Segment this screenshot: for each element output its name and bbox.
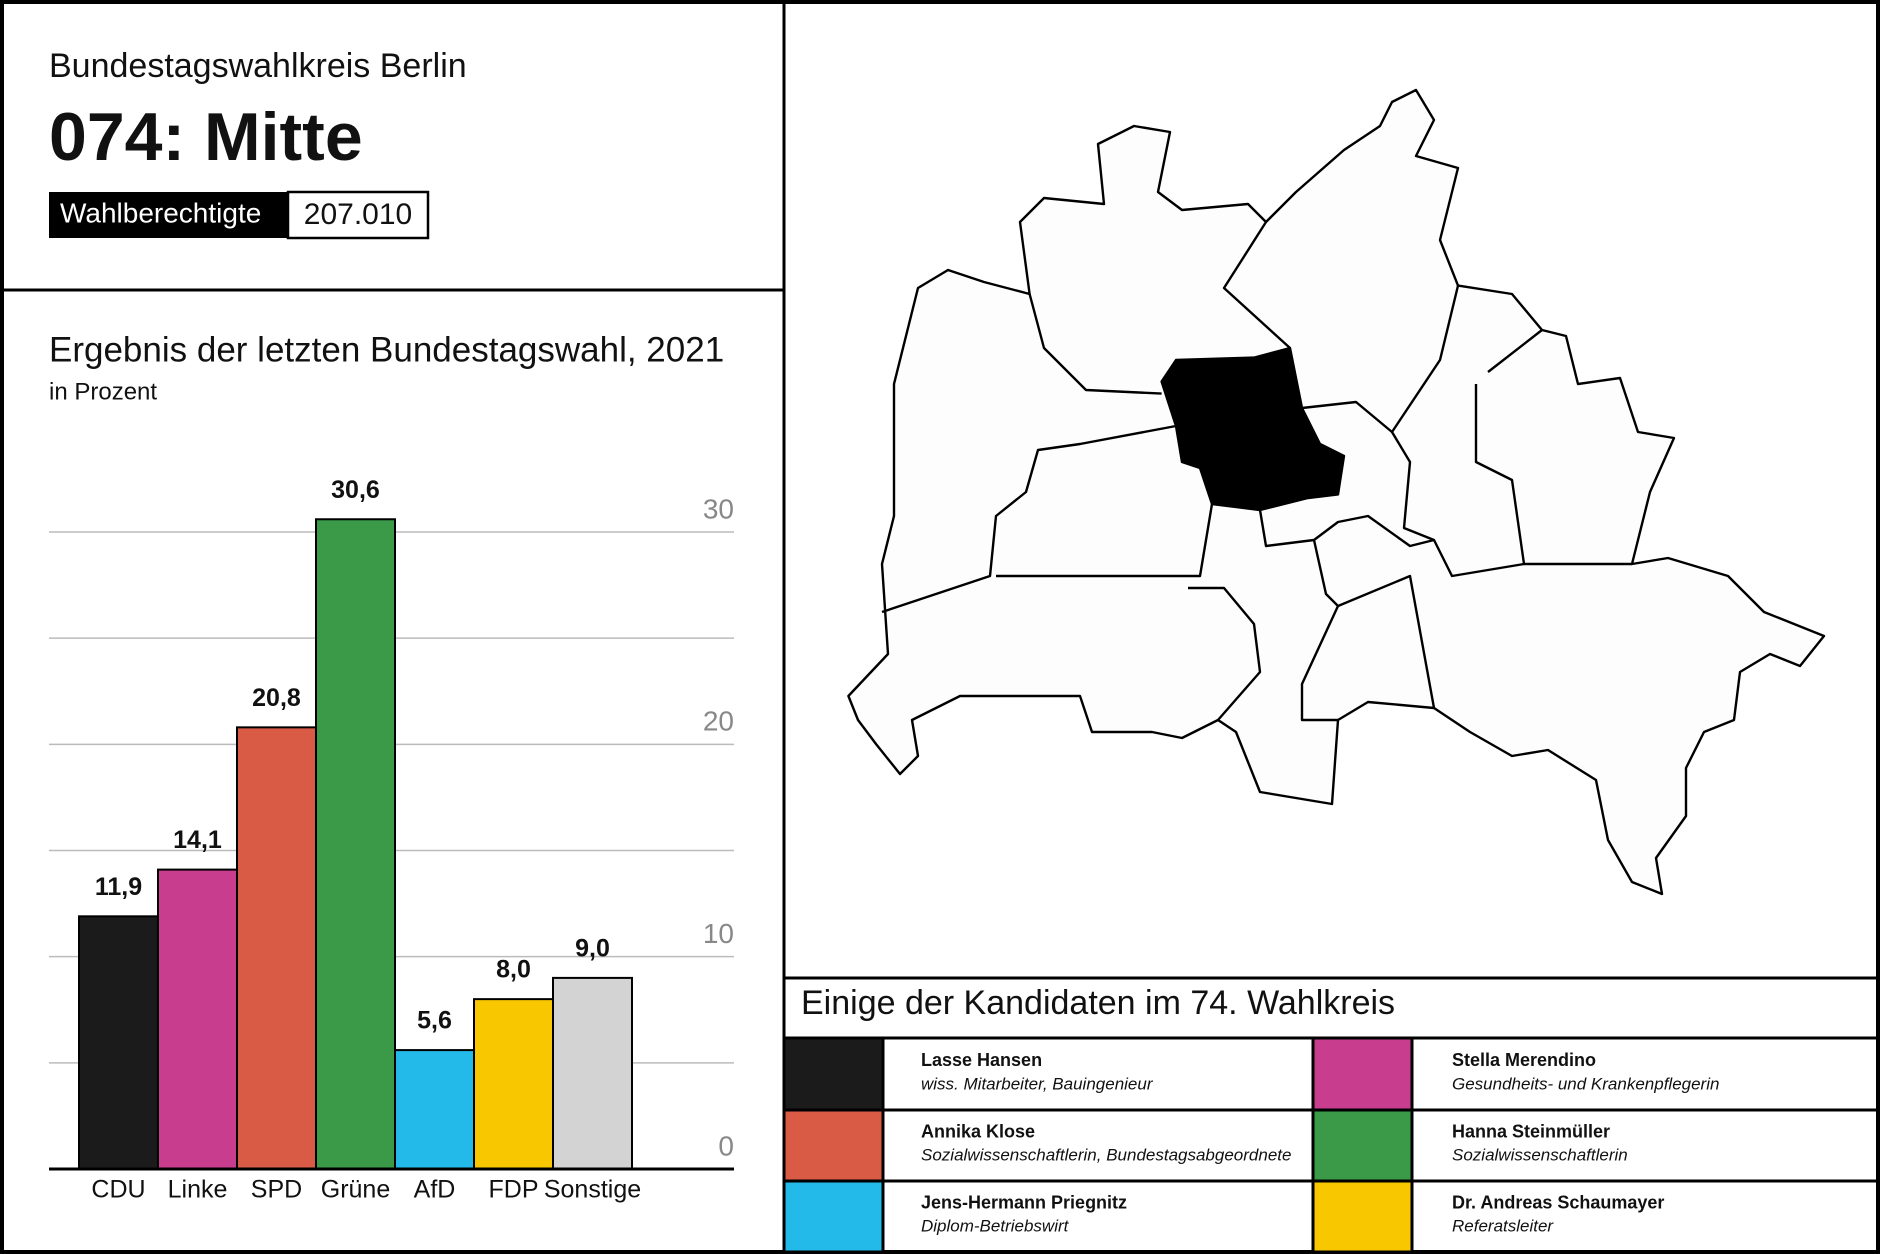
candidate-name: Annika Klose xyxy=(921,1121,1035,1141)
bar xyxy=(157,868,238,1170)
value-label: 30,6 xyxy=(331,476,380,504)
y-tick-label: 20 xyxy=(703,706,734,737)
bar xyxy=(236,726,317,1170)
x-tick-label: Grüne xyxy=(321,1176,390,1204)
header-subtitle: Bundestagswahlkreis Berlin xyxy=(49,47,467,85)
bar xyxy=(552,976,633,1171)
chart-title: Ergebnis der letzten Bundestagswahl, 202… xyxy=(49,330,724,369)
x-tick-label: SPD xyxy=(251,1176,302,1204)
eligible-value: 207.010 xyxy=(304,198,412,231)
candidate-swatch xyxy=(1314,1111,1412,1180)
candidate-swatch xyxy=(785,1111,883,1180)
x-tick-label: AfD xyxy=(414,1176,456,1204)
candidate-role: Gesundheits- und Krankenpflegerin xyxy=(1452,1074,1719,1093)
candidate-name: Stella Merendino xyxy=(1452,1050,1596,1070)
value-label: 11,9 xyxy=(95,873,142,901)
x-tick-label: FDP xyxy=(489,1176,539,1204)
chart-subtitle: in Prozent xyxy=(49,378,157,405)
candidate-name: Hanna Steinmüller xyxy=(1452,1121,1610,1141)
y-tick-label: 30 xyxy=(703,493,734,524)
candidate-role: Sozialwissenschaftlerin, Bundestagsabgeo… xyxy=(921,1146,1291,1165)
map xyxy=(847,88,1826,896)
value-label: 5,6 xyxy=(417,1007,452,1035)
candidate-name: Jens-Hermann Priegnitz xyxy=(921,1192,1127,1212)
candidate-role: Diplom-Betriebswirt xyxy=(921,1217,1070,1236)
bar xyxy=(315,518,396,1170)
bar xyxy=(78,915,159,1170)
candidate-name: Lasse Hansen xyxy=(921,1050,1042,1070)
bar xyxy=(394,1049,475,1171)
district-borders xyxy=(881,221,1633,722)
value-label: 9,0 xyxy=(575,935,610,963)
candidate-role: Referatsleiter xyxy=(1452,1217,1554,1236)
candidates-title: Einige der Kandidaten im 74. Wahlkreis xyxy=(801,984,1395,1022)
y-tick-label: 10 xyxy=(703,918,734,949)
candidate-name: Dr. Andreas Schaumayer xyxy=(1452,1192,1664,1212)
x-tick-label: Linke xyxy=(168,1176,228,1204)
candidate-swatch xyxy=(785,1039,883,1109)
candidate-role: wiss. Mitarbeiter, Bauingenieur xyxy=(921,1074,1154,1093)
y-tick-label: 0 xyxy=(718,1130,734,1161)
header-title: 074: Mitte xyxy=(49,99,363,175)
mitte-district xyxy=(1160,346,1346,512)
candidate-swatch xyxy=(1314,1039,1412,1109)
label-box xyxy=(49,192,288,238)
candidate-swatch xyxy=(785,1182,883,1251)
eligible-label: Wahlberechtigte xyxy=(60,197,261,228)
value-label: 20,8 xyxy=(252,684,301,712)
candidate-role: Sozialwissenschaftlerin xyxy=(1452,1146,1628,1165)
value-label: 8,0 xyxy=(496,956,531,984)
candidate-swatch xyxy=(1314,1182,1412,1251)
value-label: 14,1 xyxy=(173,826,222,854)
x-tick-label: CDU xyxy=(91,1176,145,1204)
bar xyxy=(473,998,554,1171)
value-box xyxy=(286,190,430,240)
x-tick-label: Sonstige xyxy=(544,1176,641,1204)
